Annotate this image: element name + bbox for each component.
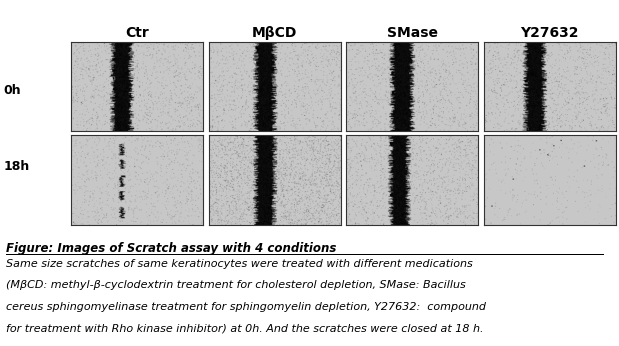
Title: SMase: SMase <box>387 26 438 40</box>
Text: 18h: 18h <box>3 160 29 173</box>
Text: Same size scratches of same keratinocytes were treated with different medication: Same size scratches of same keratinocyte… <box>6 259 473 269</box>
Title: Ctr: Ctr <box>126 26 149 40</box>
Text: for treatment with Rho kinase inhibitor) at 0h. And the scratches were closed at: for treatment with Rho kinase inhibitor)… <box>6 323 483 333</box>
Text: cereus sphingomyelinase treatment for sphingomyelin depletion, Y27632:  compound: cereus sphingomyelinase treatment for sp… <box>6 302 486 312</box>
Title: MβCD: MβCD <box>252 26 298 40</box>
Title: Y27632: Y27632 <box>521 26 579 40</box>
Text: 0h: 0h <box>3 84 20 97</box>
Text: (MβCD: methyl-β-cyclodextrin treatment for cholesterol depletion, SMase: Bacillu: (MβCD: methyl-β-cyclodextrin treatment f… <box>6 280 466 290</box>
Text: Figure: Images of Scratch assay with 4 conditions: Figure: Images of Scratch assay with 4 c… <box>6 242 337 255</box>
